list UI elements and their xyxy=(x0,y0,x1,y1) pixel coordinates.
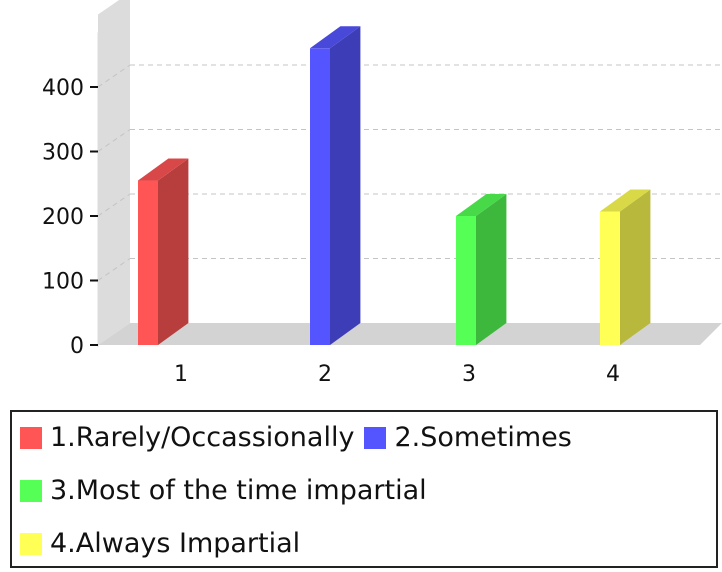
bar-side-1 xyxy=(158,158,189,345)
wall-gridline-300 xyxy=(97,129,131,152)
legend-label-2: 2.Sometimes xyxy=(394,422,572,453)
wall-gridline-200 xyxy=(97,193,131,217)
legend-item-2: 2.Sometimes xyxy=(364,422,572,453)
legend-swatch-2 xyxy=(364,426,387,449)
legend-item-3: 3.Most of the time impartial xyxy=(20,475,427,506)
x-tick-label-4: 4 xyxy=(606,362,620,387)
bar-side-3 xyxy=(476,194,507,345)
legend-item-1: 1.Rarely/Occassionally xyxy=(20,422,354,453)
legend-item-4: 4.Always Impartial xyxy=(20,528,300,559)
legend: 1.Rarely/Occassionally 2.Sometimes 3.Mos… xyxy=(10,410,718,568)
bar-top-2 xyxy=(310,26,361,49)
legend-row-1: 1.Rarely/Occassionally 2.Sometimes xyxy=(20,422,582,453)
floor xyxy=(98,323,722,345)
y-tick-label-300: 300 xyxy=(42,141,84,166)
gridlines xyxy=(97,64,722,281)
legend-row-3: 4.Always Impartial xyxy=(20,528,310,559)
tick-labels: 0 100 200 300 400 1 2 3 4 xyxy=(42,76,620,387)
bar-front-3 xyxy=(456,216,476,345)
chart-walls xyxy=(98,0,722,345)
legend-swatch-3 xyxy=(20,479,42,502)
bar-3 xyxy=(456,194,507,345)
bars xyxy=(138,26,651,346)
legend-swatch-1 xyxy=(20,426,42,449)
axes xyxy=(90,32,99,347)
bar-top-1 xyxy=(138,158,189,181)
bar-1 xyxy=(138,158,189,345)
x-tick-label-3: 3 xyxy=(462,362,476,387)
legend-label-3: 3.Most of the time impartial xyxy=(50,475,427,506)
bar-front-1 xyxy=(138,180,158,345)
bar-side-2 xyxy=(330,26,361,346)
legend-row-2: 3.Most of the time impartial xyxy=(20,475,437,506)
y-tick-label-400: 400 xyxy=(42,76,84,101)
bar-front-4 xyxy=(600,211,620,345)
y-tick-label-100: 100 xyxy=(42,270,84,295)
bar-top-3 xyxy=(456,194,507,216)
legend-swatch-4 xyxy=(20,532,42,555)
legend-label-4: 4.Always Impartial xyxy=(50,528,301,559)
bar-side-4 xyxy=(620,189,651,345)
x-tick-label-2: 2 xyxy=(318,362,332,387)
left-wall xyxy=(98,0,130,345)
y-tick-label-200: 200 xyxy=(42,205,84,230)
bar-top-4 xyxy=(600,189,651,212)
bar-4 xyxy=(600,189,651,345)
y-tick-label-0: 0 xyxy=(70,334,84,359)
bar-front-2 xyxy=(310,48,330,346)
x-tick-label-1: 1 xyxy=(174,362,188,387)
wall-gridline-400 xyxy=(97,64,131,88)
bar-2 xyxy=(310,26,361,346)
wall-gridline-100 xyxy=(97,258,131,281)
legend-label-1: 1.Rarely/Occassionally xyxy=(50,422,355,453)
bar-chart: 0 100 200 300 400 1 2 3 4 xyxy=(42,0,722,387)
